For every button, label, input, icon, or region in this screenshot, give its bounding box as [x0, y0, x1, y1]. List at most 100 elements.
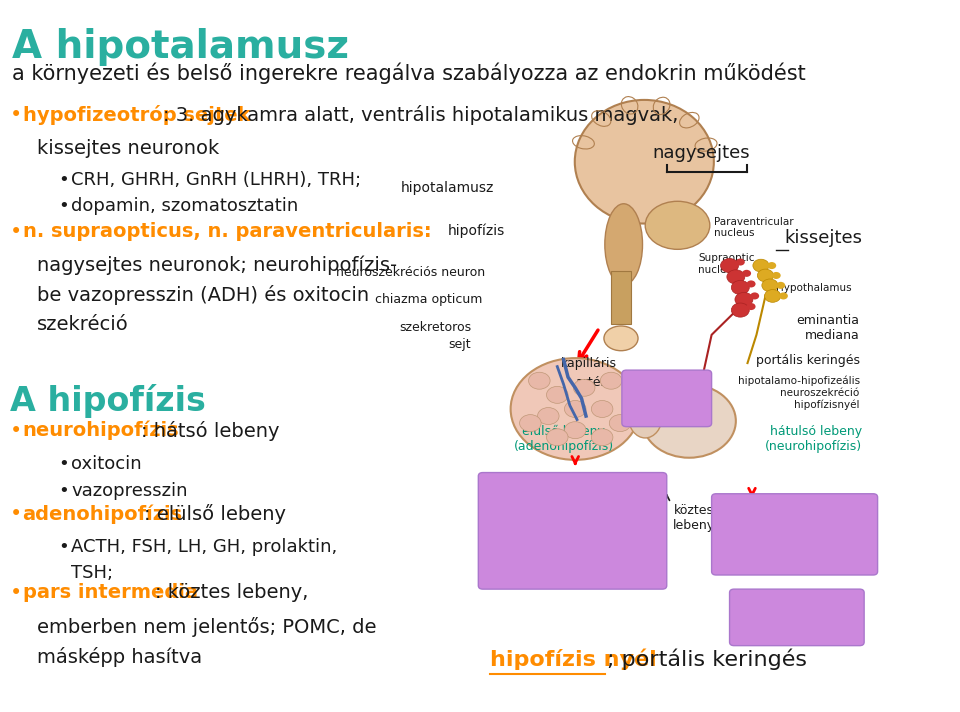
Text: be vazopresszin (ADH) és oxitocin: be vazopresszin (ADH) és oxitocin	[36, 286, 369, 305]
Circle shape	[538, 407, 559, 424]
Text: pars intermedia: pars intermedia	[22, 583, 198, 602]
Text: n. supraopticus, n. paraventricularis:: n. supraopticus, n. paraventricularis:	[22, 221, 431, 241]
Circle shape	[721, 258, 738, 273]
Text: POMC: POMC	[775, 610, 819, 625]
Text: •: •	[59, 455, 69, 473]
Text: növekedési hormon (GH)
prolaktin
TSH
FSH
LH
ACTH: növekedési hormon (GH) prolaktin TSH FSH…	[490, 482, 646, 585]
Text: •: •	[10, 504, 22, 524]
Text: vazopresszin: vazopresszin	[71, 482, 187, 500]
Circle shape	[591, 429, 612, 446]
Text: hipotalamusz: hipotalamusz	[401, 181, 494, 195]
Circle shape	[750, 293, 759, 300]
Text: kapilláris: kapilláris	[561, 357, 617, 370]
Text: •: •	[59, 171, 69, 189]
Text: CRH, GHRH, GnRH (LHRH), TRH;: CRH, GHRH, GnRH (LHRH), TRH;	[71, 171, 361, 189]
Circle shape	[546, 429, 568, 446]
Text: Supraoptic
nucleus: Supraoptic nucleus	[698, 253, 755, 275]
Text: köztes
lebeny: köztes lebeny	[673, 505, 715, 533]
Text: •: •	[59, 538, 69, 556]
Circle shape	[732, 303, 750, 317]
Text: oxitocin: oxitocin	[71, 455, 141, 473]
Circle shape	[747, 303, 756, 310]
Text: A hipotalamusz: A hipotalamusz	[12, 28, 348, 66]
Circle shape	[742, 270, 751, 277]
Text: adenohipofízis: adenohipofízis	[22, 504, 182, 524]
Text: A hipofízis: A hipofízis	[10, 384, 205, 418]
Circle shape	[573, 379, 595, 397]
Circle shape	[735, 258, 745, 266]
Text: a környezeti és belső ingerekre reagálva szabályozza az endokrin működést: a környezeti és belső ingerekre reagálva…	[12, 63, 805, 84]
Text: vazopresszin (ADH)
oxitocin: vazopresszin (ADH) oxitocin	[723, 503, 859, 536]
Text: hypofizeotróp sejtek: hypofizeotróp sejtek	[22, 105, 250, 125]
FancyBboxPatch shape	[711, 493, 877, 575]
Text: artéria: artéria	[575, 377, 617, 389]
Text: szekréció: szekréció	[36, 315, 129, 334]
Circle shape	[747, 281, 756, 288]
Text: kissejtes: kissejtes	[784, 229, 862, 247]
Circle shape	[564, 401, 586, 417]
Circle shape	[727, 270, 745, 284]
Circle shape	[735, 293, 753, 307]
Circle shape	[777, 282, 785, 289]
Circle shape	[757, 269, 774, 282]
Text: hipofízis nyél: hipofízis nyél	[490, 649, 657, 671]
Text: : elülső lebeny: : elülső lebeny	[144, 504, 286, 524]
Text: •: •	[59, 482, 69, 500]
Text: dopamin, szomatosztatin: dopamin, szomatosztatin	[71, 197, 299, 215]
Circle shape	[519, 414, 541, 431]
Text: : 3. agykamra alatt, ventrális hipotalamikus magvak,: : 3. agykamra alatt, ventrális hipotalam…	[163, 105, 679, 125]
Text: Hypothalamus: Hypothalamus	[777, 283, 852, 293]
Text: neuroszekréciós neuron: neuroszekréciós neuron	[336, 266, 486, 279]
Text: szekretoros: szekretoros	[399, 321, 471, 334]
Circle shape	[546, 387, 568, 403]
Text: •: •	[10, 221, 22, 242]
Circle shape	[762, 279, 778, 292]
Circle shape	[732, 281, 750, 295]
Ellipse shape	[628, 394, 662, 438]
Text: sejt: sejt	[448, 338, 471, 351]
Bar	[612, 271, 631, 324]
Text: chiazma opticum: chiazma opticum	[375, 293, 483, 306]
Circle shape	[511, 358, 639, 460]
Text: hipotalamo-hipofizeális
neuroszekréció
hipofízisnyél: hipotalamo-hipofizeális neuroszekréció h…	[737, 376, 859, 410]
Text: : hátsó lebeny: : hátsó lebeny	[141, 421, 279, 441]
Text: eminantia
mediana: eminantia mediana	[797, 314, 859, 342]
Circle shape	[767, 262, 777, 269]
FancyBboxPatch shape	[622, 370, 711, 426]
Text: TSH;: TSH;	[71, 564, 113, 582]
Circle shape	[642, 384, 735, 458]
Text: emberben nem jelentős; POMC, de: emberben nem jelentős; POMC, de	[36, 617, 376, 637]
Text: •: •	[10, 421, 22, 441]
Text: másképp hasítva: másképp hasítva	[36, 647, 202, 667]
Text: portális keringés: portális keringés	[756, 354, 859, 367]
Text: hipofízis: hipofízis	[448, 223, 505, 238]
Circle shape	[591, 401, 612, 417]
Text: : köztes lebeny,: : köztes lebeny,	[156, 583, 309, 602]
Text: •: •	[59, 197, 69, 215]
Text: kissejtes neuronok: kissejtes neuronok	[36, 139, 219, 158]
Text: ; portális keringés: ; portális keringés	[607, 649, 806, 671]
Circle shape	[529, 372, 550, 389]
FancyBboxPatch shape	[478, 473, 667, 589]
Ellipse shape	[604, 326, 638, 351]
Circle shape	[564, 422, 586, 439]
Text: Paraventricular
nucleus: Paraventricular nucleus	[714, 216, 794, 239]
Text: ACTH, FSH, LH, GH, prolaktin,: ACTH, FSH, LH, GH, prolaktin,	[71, 538, 337, 556]
Circle shape	[600, 372, 622, 389]
Circle shape	[610, 414, 631, 431]
Text: elülső lebeny
(adenohipofízis): elülső lebeny (adenohipofízis)	[514, 425, 613, 454]
Text: nagysejtes neuronok; neurohipofízis-: nagysejtes neuronok; neurohipofízis-	[36, 256, 397, 275]
FancyBboxPatch shape	[730, 589, 864, 646]
Text: nagysejtes: nagysejtes	[652, 144, 750, 162]
Text: hátulsó lebeny
(neurohipofízis): hátulsó lebeny (neurohipofízis)	[765, 425, 862, 454]
Ellipse shape	[645, 201, 709, 249]
Circle shape	[764, 290, 780, 303]
Circle shape	[753, 259, 769, 272]
Ellipse shape	[575, 100, 714, 224]
Circle shape	[772, 272, 780, 279]
Text: •: •	[10, 583, 22, 604]
Text: releasing
hormonok: releasing hormonok	[636, 384, 698, 412]
Text: neurohipofízis: neurohipofízis	[22, 421, 180, 441]
Ellipse shape	[605, 204, 642, 285]
Text: •: •	[10, 105, 22, 125]
